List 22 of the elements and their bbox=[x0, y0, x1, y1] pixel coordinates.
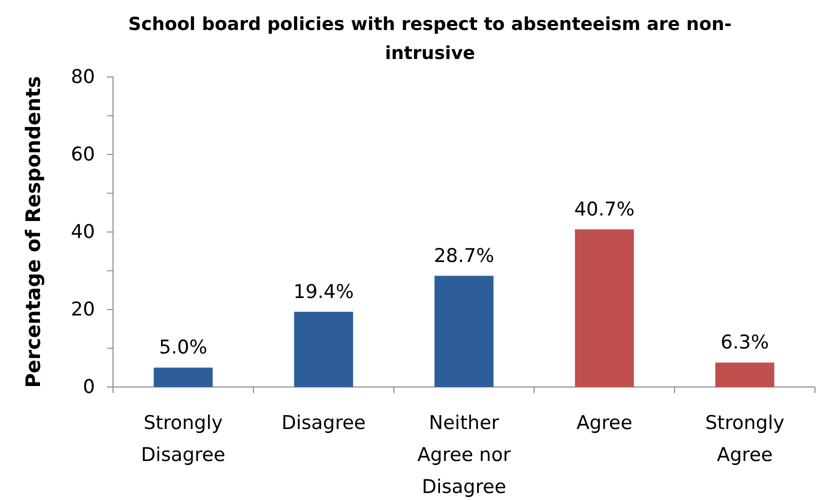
data-label: 5.0% bbox=[159, 336, 208, 359]
chart-title: School board policies with respect to absenteeism are non-intrusive bbox=[128, 14, 732, 64]
data-label: 6.3% bbox=[720, 332, 769, 354]
x-tick-label: Disagree bbox=[281, 412, 366, 434]
y-tick-label: 40 bbox=[70, 221, 95, 244]
bar bbox=[574, 229, 634, 387]
x-tick-label: Strongly Agree bbox=[705, 412, 784, 466]
x-tick-label: Neither Agree nor Disagree bbox=[417, 412, 511, 498]
y-tick-label: 80 bbox=[70, 66, 95, 88]
bar bbox=[434, 276, 494, 387]
y-tick-label: 20 bbox=[70, 298, 95, 321]
bar bbox=[715, 362, 774, 387]
bar bbox=[154, 368, 213, 387]
bar bbox=[294, 312, 354, 387]
y-axis-title: Percentage of Respondents bbox=[21, 76, 45, 388]
x-tick-label: Strongly Disagree bbox=[141, 412, 226, 466]
data-label: 28.7% bbox=[434, 244, 494, 267]
y-tick-label: 60 bbox=[70, 144, 95, 166]
y-tick-label: 0 bbox=[82, 376, 95, 398]
data-label: 19.4% bbox=[293, 280, 354, 303]
x-tick-label: Agree bbox=[576, 412, 632, 434]
data-label: 40.7% bbox=[574, 198, 635, 220]
